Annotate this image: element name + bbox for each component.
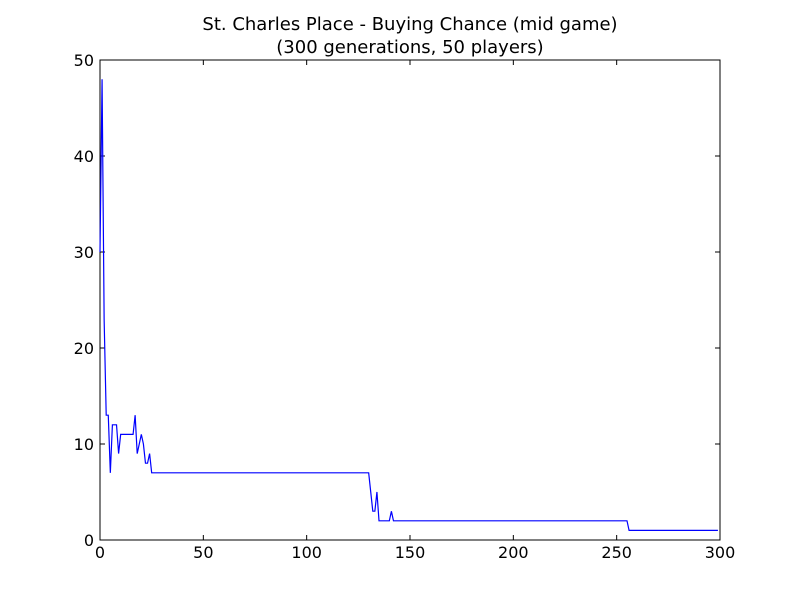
y-tick-label: 20 <box>74 339 94 358</box>
x-tick-label: 0 <box>95 543 105 562</box>
y-tick-label: 10 <box>74 435 94 454</box>
plot-area <box>99 79 718 531</box>
y-tick-label: 50 <box>74 51 94 70</box>
x-tick-label: 150 <box>395 543 426 562</box>
x-tick-label: 50 <box>193 543 213 562</box>
x-tick-label: 300 <box>705 543 736 562</box>
chart-title: St. Charles Place - Buying Chance (mid g… <box>202 14 617 35</box>
axes: 0 50 100 150 200 250 300 0 10 20 30 40 50 <box>74 51 736 562</box>
series-line-0 <box>99 79 718 531</box>
x-tick-label: 250 <box>601 543 632 562</box>
x-tick-label: 100 <box>291 543 322 562</box>
x-tick-label: 200 <box>498 543 529 562</box>
y-tick-label: 30 <box>74 243 94 262</box>
y-tick-label: 0 <box>84 531 94 550</box>
chart-subtitle: (300 generations, 50 players) <box>276 37 543 58</box>
y-tick-label: 40 <box>74 147 94 166</box>
